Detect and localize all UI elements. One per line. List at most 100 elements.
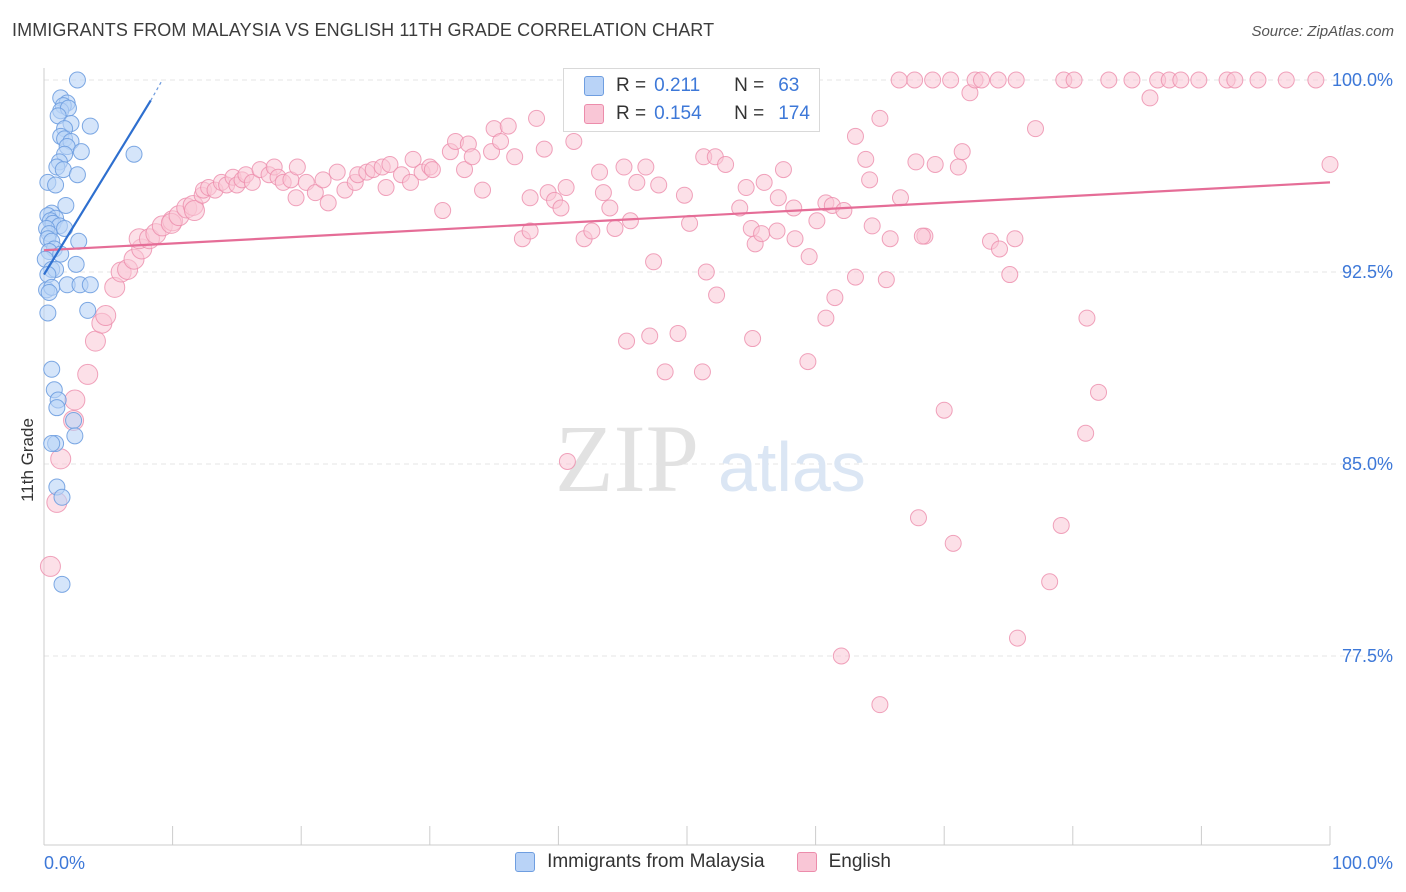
point-english — [381, 155, 399, 173]
point-english — [708, 286, 726, 304]
point-english — [786, 230, 804, 248]
point-english — [521, 222, 539, 240]
legend-swatch-english — [796, 852, 817, 872]
point-english — [949, 158, 967, 176]
point-english — [693, 363, 711, 381]
point-malaysia — [81, 117, 99, 135]
point-english — [39, 555, 61, 577]
point-english — [871, 109, 889, 127]
legend-item-english[interactable]: English — [796, 851, 891, 873]
point-english — [846, 127, 864, 145]
series-english-points — [39, 71, 1339, 714]
point-malaysia — [79, 301, 97, 319]
point-english — [645, 253, 663, 271]
legend-item-malaysia[interactable]: Immigrants from Malaysia — [515, 851, 765, 873]
point-english — [924, 71, 942, 89]
point-english — [95, 305, 117, 327]
point-english — [1007, 71, 1025, 89]
point-english — [492, 132, 510, 150]
point-english — [621, 212, 639, 230]
point-english — [835, 202, 853, 220]
point-english — [565, 132, 583, 150]
point-english — [1277, 71, 1295, 89]
y-tick-label: 92.5% — [1342, 262, 1393, 282]
point-english — [1172, 71, 1190, 89]
point-malaysia — [47, 176, 65, 194]
chart-title: IMMIGRANTS FROM MALAYSIA VS ENGLISH 11TH… — [12, 20, 715, 40]
point-english — [697, 263, 715, 281]
legend-label-malaysia: Immigrants from Malaysia — [547, 851, 765, 872]
point-english — [328, 163, 346, 181]
point-english — [404, 150, 422, 168]
point-english — [64, 389, 86, 411]
point-malaysia — [66, 427, 84, 445]
y-tick-label: 85.0% — [1342, 454, 1393, 474]
point-english — [243, 173, 261, 191]
point-english — [84, 330, 106, 352]
point-english — [909, 509, 927, 527]
point-english — [972, 71, 990, 89]
point-english — [1065, 71, 1083, 89]
point-english — [817, 309, 835, 327]
point-english — [800, 248, 818, 266]
legend-label-english: English — [828, 851, 891, 872]
point-english — [656, 363, 674, 381]
swatch-english — [584, 104, 604, 124]
point-english — [287, 189, 305, 207]
point-english — [423, 161, 441, 179]
y-axis-label: 11th Grade — [18, 418, 37, 502]
point-english — [1052, 516, 1070, 534]
point-english — [402, 173, 420, 191]
point-english — [717, 155, 735, 173]
point-english — [681, 214, 699, 232]
point-english — [637, 158, 655, 176]
point-english — [863, 217, 881, 235]
point-english — [1123, 71, 1141, 89]
point-english — [857, 150, 875, 168]
point-english — [474, 181, 492, 199]
point-english — [808, 212, 826, 230]
point-english — [606, 219, 624, 237]
point-english — [774, 161, 792, 179]
point-malaysia — [67, 255, 85, 273]
n-value-english: 174 — [778, 103, 810, 124]
point-english — [650, 176, 668, 194]
point-malaysia — [43, 435, 61, 453]
point-malaysia — [43, 360, 61, 378]
point-malaysia — [56, 219, 74, 237]
point-english — [463, 148, 481, 166]
point-english — [521, 189, 539, 207]
stats-row-english: R = 0.154 N = 174 — [584, 100, 810, 128]
series-malaysia-points — [36, 71, 143, 593]
point-english — [434, 202, 452, 220]
point-english — [1009, 629, 1027, 647]
point-malaysia — [72, 143, 90, 161]
source-credit: Source: ZipAtlas.com — [1251, 23, 1394, 40]
r-label: R = — [616, 75, 647, 96]
point-english — [744, 330, 762, 348]
point-english — [1006, 230, 1024, 248]
n-value-malaysia: 63 — [778, 75, 800, 96]
watermark: ZIP atlas — [555, 405, 866, 512]
point-english — [183, 200, 205, 222]
point-english — [846, 268, 864, 286]
point-english — [1190, 71, 1208, 89]
point-english — [314, 171, 332, 189]
trend-line-malaysia — [43, 99, 152, 276]
y-tick-label: 100.0% — [1332, 70, 1393, 90]
point-english — [913, 227, 931, 245]
point-english — [877, 271, 895, 289]
point-english — [891, 189, 909, 207]
point-english — [288, 158, 306, 176]
point-malaysia — [48, 399, 66, 417]
point-english — [641, 327, 659, 345]
point-english — [1090, 383, 1108, 401]
point-english — [1226, 71, 1244, 89]
point-english — [1141, 89, 1159, 107]
point-malaysia — [40, 283, 58, 301]
point-english — [799, 353, 817, 371]
point-english — [377, 179, 395, 197]
point-english — [558, 452, 576, 470]
trend-line-malaysia-extension — [150, 79, 163, 101]
